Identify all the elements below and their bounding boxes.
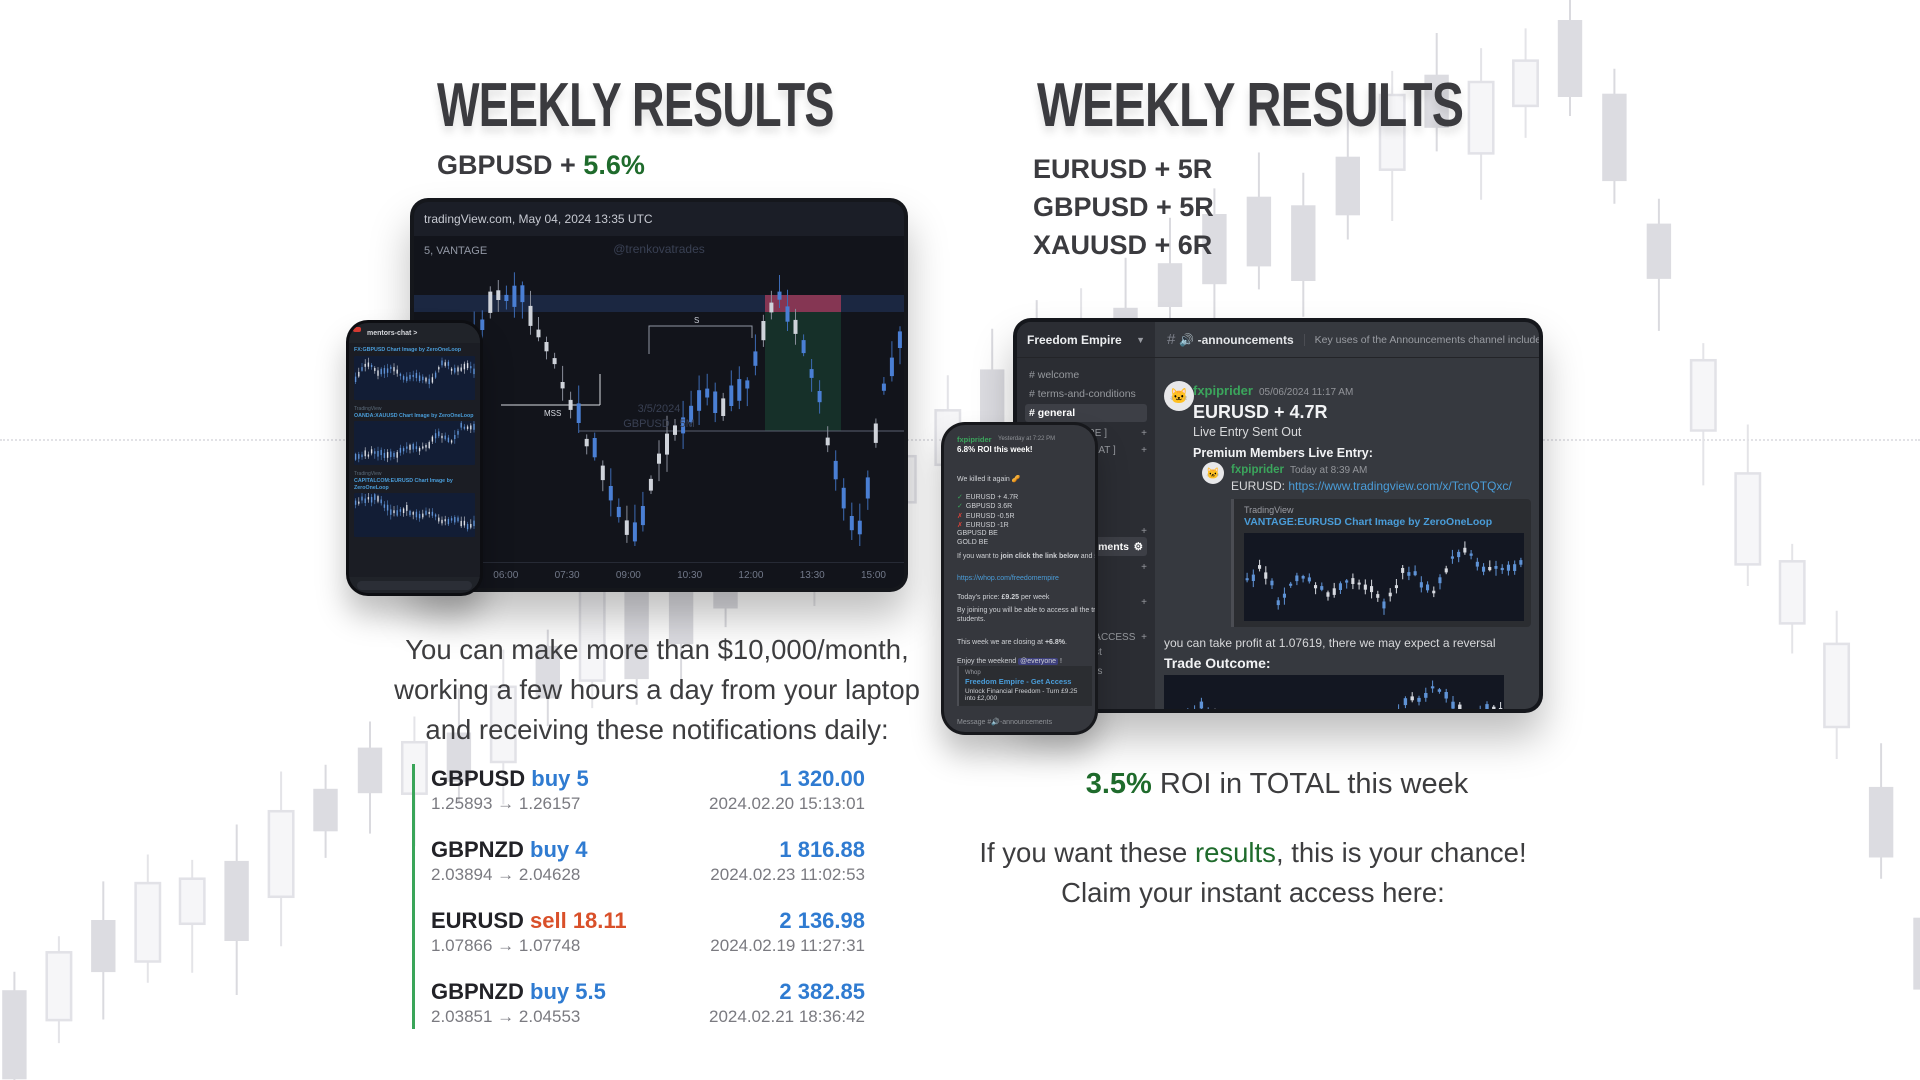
svg-text:MSS: MSS xyxy=(544,409,561,418)
svg-text:S: S xyxy=(694,316,699,325)
